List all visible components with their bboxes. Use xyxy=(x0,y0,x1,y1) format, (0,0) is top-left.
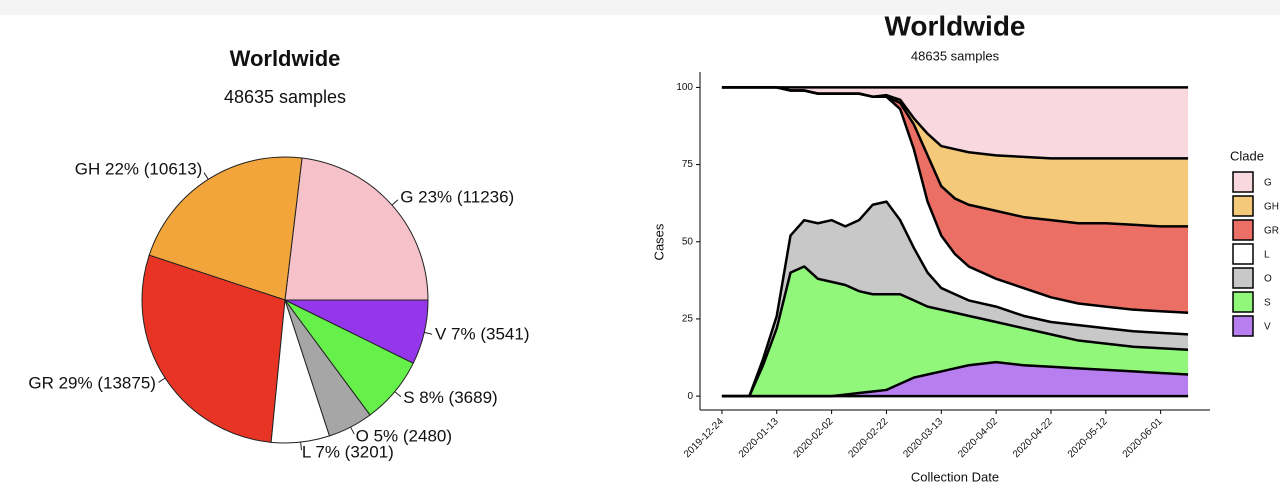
x-tick-label: 2020-04-02 xyxy=(956,416,1000,460)
label-leader xyxy=(300,442,303,451)
label-leader xyxy=(394,391,402,398)
area xyxy=(721,87,1189,397)
slice-label: V 7% (3541) xyxy=(435,324,530,343)
legend-label: L xyxy=(1264,250,1270,261)
area xyxy=(721,87,1189,227)
slice-label: L 7% (3201) xyxy=(302,443,394,462)
pie-title: Worldwide xyxy=(230,46,341,71)
slice-label: GH 22% (10613) xyxy=(75,160,203,179)
legend-swatch xyxy=(1232,219,1254,241)
legend-label: S xyxy=(1264,298,1271,309)
pie-slice xyxy=(284,299,429,364)
area xyxy=(721,266,1189,397)
area xyxy=(721,87,1189,159)
slice-label: S 8% (3689) xyxy=(403,388,498,407)
area-title: Worldwide xyxy=(884,10,1025,41)
slice-label: O 5% (2480) xyxy=(356,426,452,445)
legend-swatch xyxy=(1232,267,1254,289)
legend-label: G xyxy=(1264,178,1272,189)
legend-swatch xyxy=(1232,291,1254,313)
legend-title: Clade xyxy=(1230,148,1264,163)
top-strip xyxy=(0,0,1280,15)
x-tick-label: 2019-12-24 xyxy=(682,416,726,460)
legend-label: O xyxy=(1264,274,1272,285)
x-tick-label: 2020-01-13 xyxy=(737,416,781,460)
legend-swatch xyxy=(1232,315,1254,337)
y-tick-label: 100 xyxy=(676,82,693,93)
y-tick-label: 50 xyxy=(682,236,694,247)
area-edge xyxy=(721,86,1189,160)
area-edge xyxy=(721,265,1189,398)
label-leader xyxy=(350,426,355,435)
x-tick-label: 2020-02-02 xyxy=(792,416,836,460)
y-tick-label: 75 xyxy=(682,159,694,170)
x-tick-label: 2020-03-13 xyxy=(901,416,945,460)
legend-swatch xyxy=(1232,243,1254,265)
area xyxy=(721,362,1189,397)
legend-swatch xyxy=(1232,195,1254,217)
x-tick-label: 2020-04-22 xyxy=(1011,416,1055,460)
x-tick-label: 2020-06-01 xyxy=(1121,416,1165,460)
label-leader xyxy=(158,377,166,383)
area xyxy=(721,201,1189,397)
legend-label: GH xyxy=(1264,202,1279,213)
label-leader xyxy=(391,199,399,206)
pie-subtitle: 48635 samples xyxy=(224,87,346,107)
y-tick-label: 0 xyxy=(687,391,693,402)
x-tick-label: 2020-02-22 xyxy=(846,416,890,460)
slice-label: GR 29% (13875) xyxy=(28,374,156,393)
area-subtitle: 48635 samples xyxy=(911,48,1000,63)
y-tick-label: 25 xyxy=(682,314,694,325)
x-axis-label: Collection Date xyxy=(911,469,999,484)
slice-label: G 23% (11236) xyxy=(400,187,514,206)
label-leader xyxy=(203,172,209,180)
legend-label: V xyxy=(1264,322,1271,333)
pie-slice xyxy=(284,157,429,301)
x-tick-label: 2020-05-12 xyxy=(1066,416,1110,460)
label-leader xyxy=(424,331,433,335)
y-axis-label: Cases xyxy=(651,223,666,260)
legend-label: GR xyxy=(1264,226,1279,237)
area-edge xyxy=(721,200,1189,398)
legend-swatch xyxy=(1232,171,1254,193)
area xyxy=(721,87,1189,313)
